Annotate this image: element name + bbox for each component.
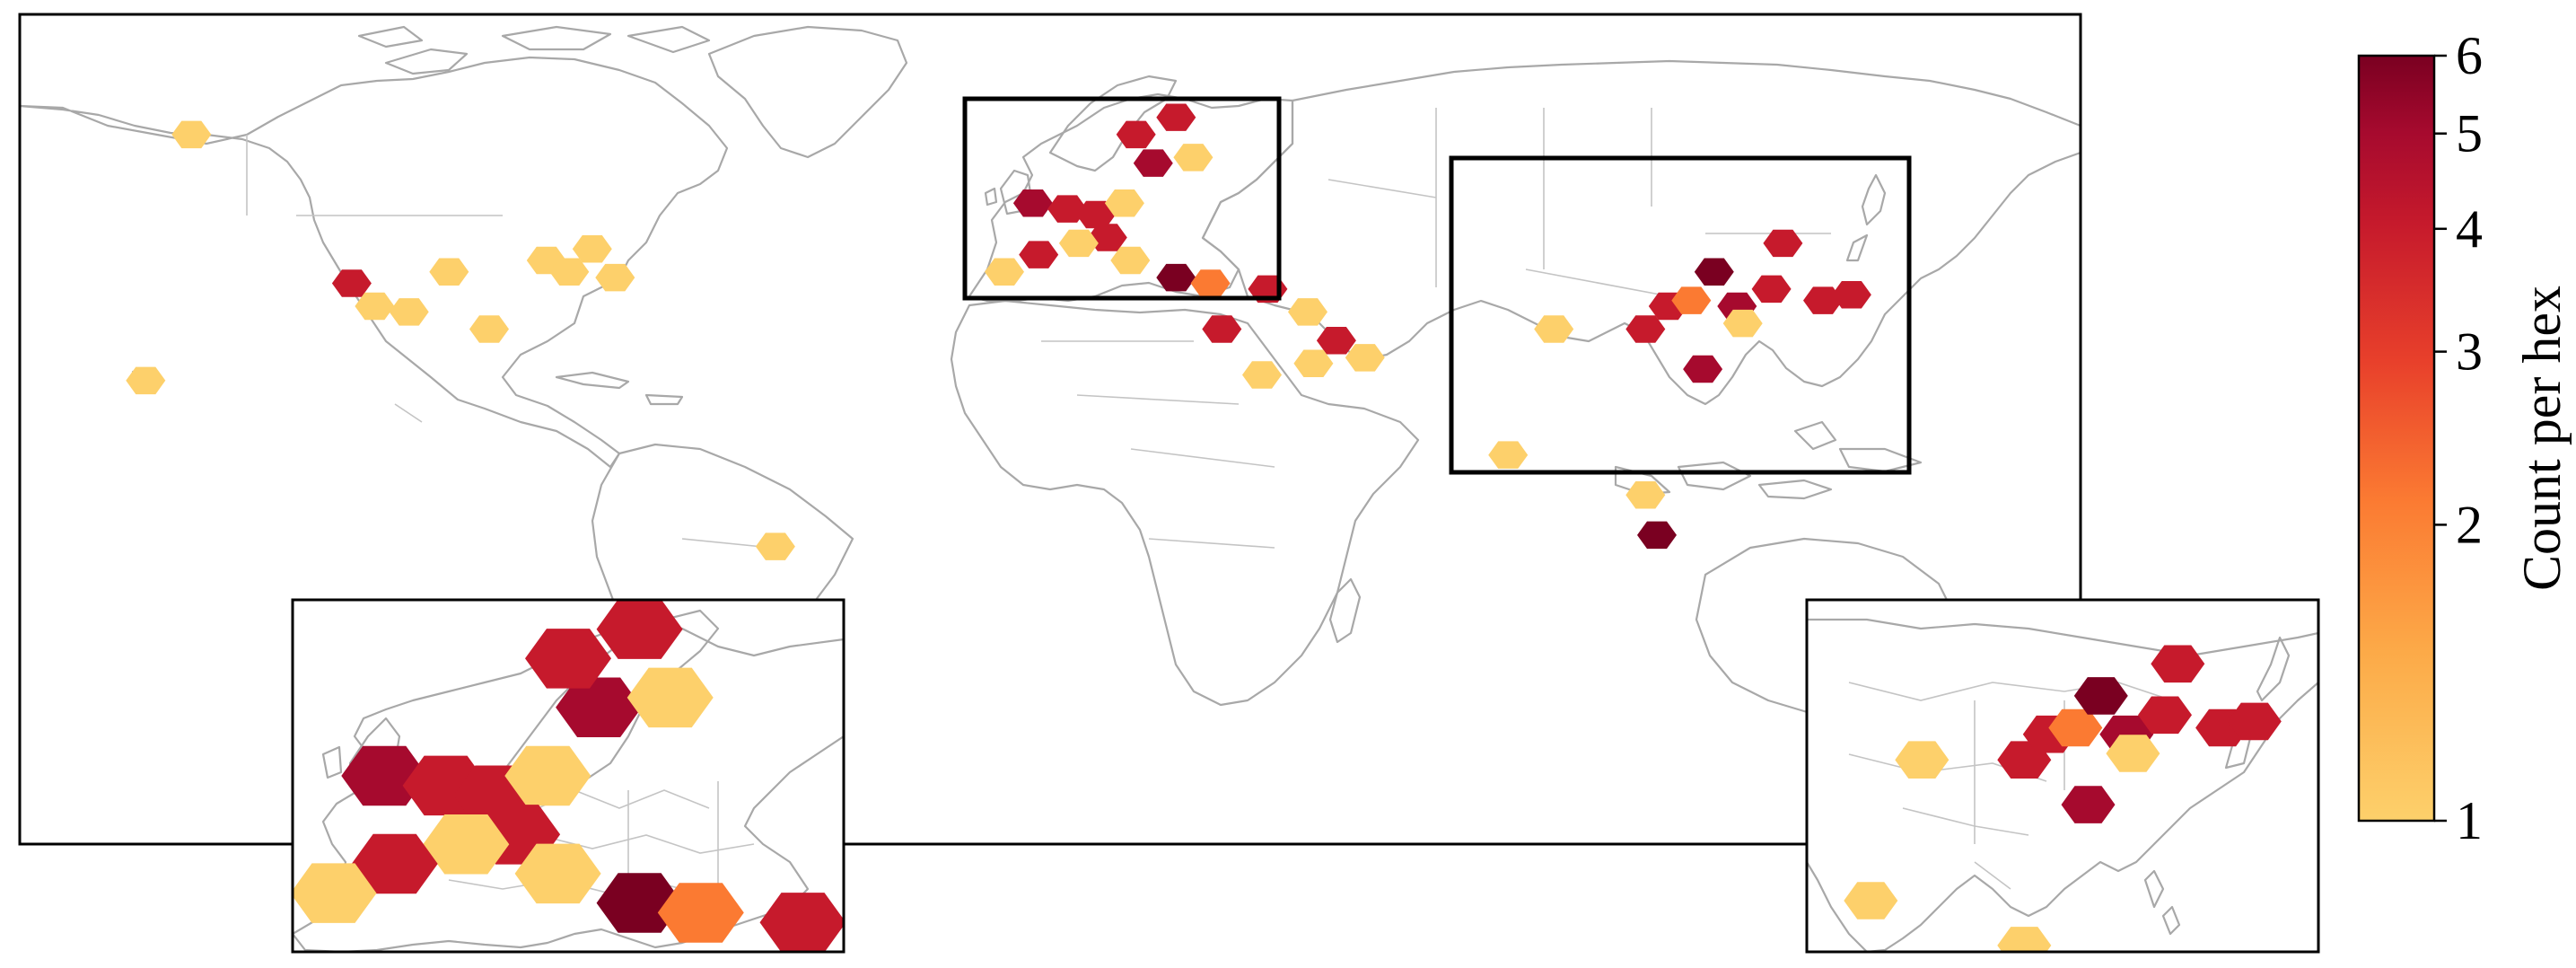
europe-hex-21	[423, 814, 510, 875]
main-hex-18	[1116, 120, 1156, 149]
main-hex-2	[355, 292, 395, 321]
europe-hex-23	[293, 863, 377, 923]
main-hex-29	[1288, 298, 1327, 326]
main-hex-32	[1345, 344, 1385, 372]
asia-hex-46	[2227, 702, 2282, 741]
main-hex-24	[1110, 246, 1151, 275]
europe-hex-17	[626, 667, 714, 728]
main-hex-12	[1012, 189, 1053, 217]
europe-hex-22	[351, 833, 438, 894]
inset-coast-philippines	[2143, 869, 2181, 936]
main-hex-0	[171, 120, 212, 149]
europe-hex-18	[525, 629, 611, 689]
main-hex-30	[1316, 327, 1356, 355]
main-hex-8	[572, 235, 612, 263]
coast-greenland	[707, 25, 908, 159]
main-hex-36	[1625, 315, 1666, 343]
asia-zoom-frame	[1449, 155, 1912, 475]
main-hex-42	[1722, 309, 1763, 338]
main-hex-15	[1104, 189, 1144, 217]
main-hex-22	[1019, 241, 1059, 268]
europe-hex-27	[759, 893, 844, 952]
asia-hex-38	[2048, 708, 2103, 747]
main-hex-9	[595, 263, 635, 292]
coast-north-america	[20, 56, 729, 469]
main-hex-5	[469, 315, 509, 343]
main-hex-16	[1133, 149, 1173, 177]
europe-hex-12	[341, 745, 428, 806]
main-hex-25	[1156, 263, 1196, 292]
main-hex-1	[331, 269, 372, 297]
main-hex-19	[1156, 103, 1196, 131]
coast-madagascar	[1328, 577, 1362, 644]
colorbar-label: Count per hex	[2512, 286, 2572, 591]
coast-arctic-islands	[357, 25, 711, 75]
main-hex-11	[755, 532, 795, 560]
main-hex-23	[985, 258, 1024, 286]
colorbar-tick-label-5: 5	[2456, 104, 2483, 163]
main-hex-46	[1831, 281, 1871, 309]
europe-hex-24	[514, 843, 601, 904]
main-hex-4	[429, 258, 469, 286]
main-hex-28	[1202, 315, 1242, 343]
colorbar-gradient	[2357, 54, 2436, 823]
main-hex-3	[389, 298, 429, 326]
main-hex-44	[1763, 229, 1803, 258]
main-hex-35	[1534, 315, 1574, 343]
main-hex-39	[1694, 258, 1734, 286]
europe-hex-25	[596, 873, 683, 933]
colorbar-tick-label-3: 3	[2456, 322, 2483, 382]
main-hex-33	[1242, 361, 1282, 389]
asia-hex-42	[2106, 735, 2160, 772]
main-hex-26	[1190, 269, 1231, 297]
asia-hex-47	[1997, 927, 2052, 952]
asia-hex-39	[2073, 677, 2128, 715]
asia-inset	[1805, 598, 2320, 954]
main-hex-48	[1637, 521, 1677, 550]
colorbar: 1 2 3 4 5 6 Count per hex	[2357, 26, 2572, 850]
europe-inset-hexes	[293, 600, 844, 952]
main-hex-17	[1173, 144, 1214, 172]
europe-hex-15	[504, 745, 591, 806]
main-hex-47	[1625, 481, 1666, 509]
coast-japan	[1845, 173, 1887, 262]
main-map-frame	[18, 13, 2082, 846]
coast-africa	[950, 299, 1420, 707]
asia-inset-hexes	[1844, 645, 2282, 952]
asia-inset-frame	[1805, 598, 2320, 954]
main-hex-41	[1683, 355, 1723, 383]
main-hex-10	[126, 366, 166, 395]
europe-hex-19	[596, 600, 683, 659]
asia-hex-44	[2151, 645, 2205, 683]
main-hex-21	[1058, 229, 1099, 258]
main-hex-7	[549, 258, 590, 286]
europe-hex-26	[657, 883, 744, 943]
main-hex-38	[1671, 286, 1712, 314]
main-map-hexes	[126, 103, 1871, 560]
asia-hex-41	[2061, 786, 2116, 823]
asia-hex-35	[1895, 741, 1950, 779]
inset-asia-borders	[1848, 682, 2173, 890]
asia-hex-43	[2138, 696, 2192, 735]
main-hex-34	[1488, 441, 1529, 469]
europe-inset	[291, 598, 846, 954]
asia-inset-coastlines	[1807, 618, 2318, 952]
colorbar-tick-label-1: 1	[2456, 791, 2483, 850]
colorbar-tick-label-6: 6	[2456, 26, 2483, 85]
main-hex-43	[1751, 275, 1792, 304]
europe-zoom-frame	[962, 96, 1282, 301]
europe-inset-frame	[291, 598, 846, 954]
colorbar-tick-label-4: 4	[2456, 199, 2483, 259]
asia-hex-34	[1844, 882, 1898, 920]
coast-cuba-caribbean	[555, 371, 684, 406]
colorbar-tick-label-2: 2	[2456, 495, 2483, 554]
main-hex-14	[1076, 200, 1116, 229]
main-hex-31	[1293, 349, 1334, 377]
europe-hex-16	[556, 677, 643, 737]
colorbar-ticks: 1 2 3 4 5 6	[2434, 26, 2483, 850]
